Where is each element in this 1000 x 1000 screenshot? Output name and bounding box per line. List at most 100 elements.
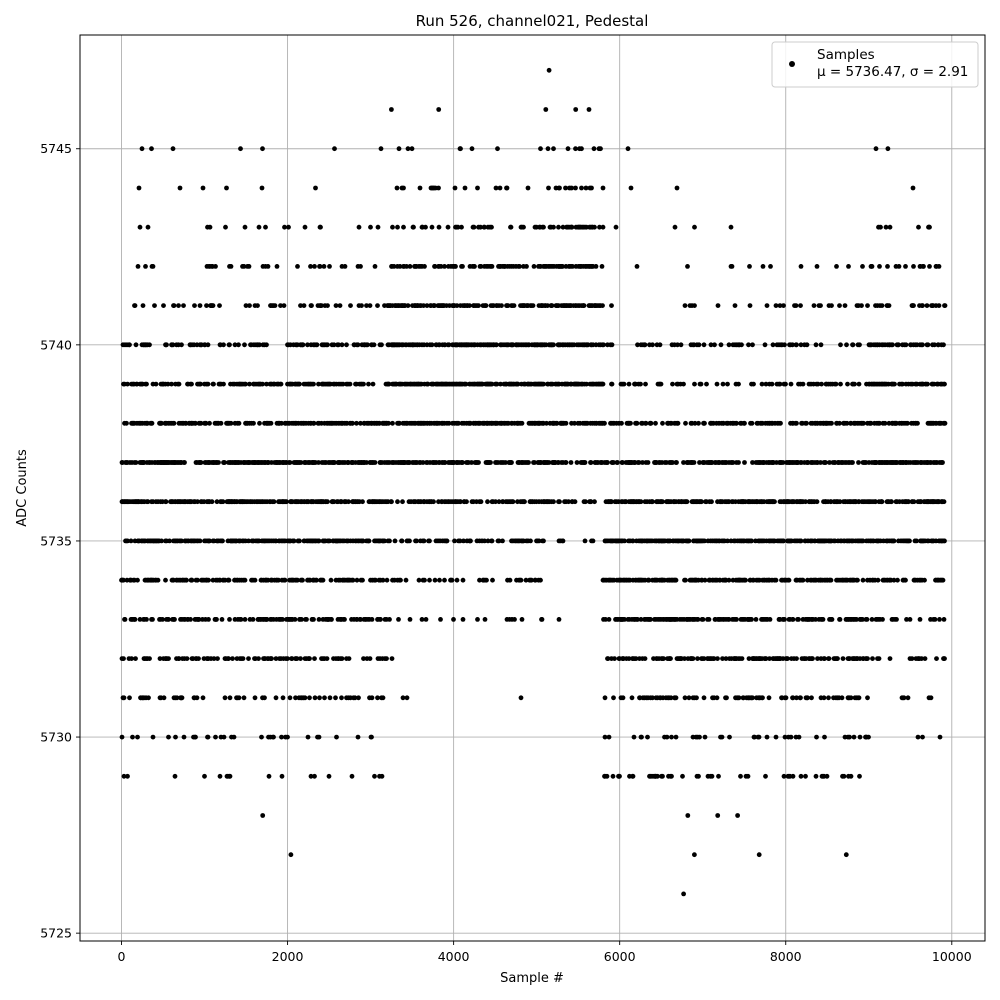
data-point — [310, 460, 315, 465]
data-point-outlier — [735, 813, 740, 818]
data-point — [568, 224, 574, 230]
data-point — [305, 342, 310, 348]
data-point — [786, 617, 792, 622]
data-point — [169, 381, 174, 387]
data-point — [450, 303, 456, 308]
data-point — [855, 420, 860, 426]
data-point — [654, 460, 659, 465]
data-point — [525, 303, 531, 308]
data-point — [307, 695, 312, 701]
data-point — [335, 617, 341, 622]
data-point — [672, 499, 677, 505]
data-point — [797, 695, 803, 701]
data-point — [608, 342, 613, 348]
data-point — [482, 617, 488, 622]
data-point — [494, 303, 500, 308]
data-point — [251, 538, 256, 544]
data-point — [920, 734, 925, 740]
data-point — [359, 538, 365, 544]
data-point — [266, 734, 271, 740]
data-point — [225, 420, 231, 426]
data-point — [717, 577, 723, 583]
data-point — [609, 381, 614, 387]
data-point — [861, 499, 866, 505]
data-point — [485, 538, 491, 544]
data-point — [369, 617, 375, 622]
data-point — [546, 499, 551, 505]
data-point — [218, 734, 224, 740]
data-point — [404, 695, 410, 701]
data-point — [354, 617, 359, 622]
data-point — [313, 577, 319, 583]
data-point — [692, 303, 697, 308]
data-point — [239, 656, 244, 661]
data-point — [613, 224, 619, 230]
data-point — [746, 342, 751, 348]
data-point — [697, 499, 702, 505]
data-point — [188, 342, 193, 348]
data-point — [241, 538, 246, 544]
data-point — [200, 695, 206, 701]
data-point — [496, 264, 501, 269]
y-tick-label: 5725 — [40, 926, 72, 941]
data-point — [342, 420, 347, 426]
data-point — [803, 773, 808, 779]
data-point — [274, 264, 280, 269]
data-point — [149, 146, 154, 152]
data-point — [848, 420, 853, 426]
data-point — [753, 538, 758, 544]
data-point — [308, 264, 313, 269]
data-point — [298, 656, 303, 661]
data-point — [870, 577, 875, 583]
data-point — [680, 773, 685, 779]
data-point — [842, 303, 848, 308]
data-point — [271, 499, 277, 505]
data-point — [219, 499, 224, 505]
data-point — [518, 695, 524, 701]
data-point — [540, 538, 545, 544]
data-point-outlier — [573, 107, 579, 112]
data-point — [812, 460, 818, 465]
data-point — [358, 264, 363, 269]
data-point — [214, 499, 220, 505]
data-point — [697, 734, 702, 740]
data-point — [206, 617, 211, 622]
data-point — [588, 303, 593, 308]
data-point — [885, 303, 890, 308]
data-point — [475, 381, 481, 387]
data-point — [732, 538, 738, 544]
data-point — [355, 342, 361, 348]
data-point — [436, 499, 441, 505]
data-point — [743, 773, 749, 779]
data-point — [532, 420, 538, 426]
data-point — [767, 617, 773, 622]
data-point — [838, 538, 843, 544]
data-point — [495, 146, 500, 152]
data-point — [601, 577, 606, 583]
data-point — [277, 656, 282, 661]
data-point — [285, 734, 290, 740]
data-point — [682, 695, 688, 701]
data-point — [138, 695, 144, 701]
data-point — [395, 499, 400, 505]
data-point — [702, 538, 707, 544]
data-point — [399, 538, 405, 544]
data-point — [478, 499, 484, 505]
data-point — [705, 617, 710, 622]
data-point — [158, 420, 164, 426]
data-point-outlier — [692, 852, 697, 858]
data-point — [164, 656, 170, 661]
data-point — [188, 420, 194, 426]
data-point — [340, 538, 345, 544]
data-point — [803, 420, 808, 426]
data-point — [826, 695, 831, 701]
data-point — [211, 656, 217, 661]
data-point — [403, 577, 409, 583]
data-point — [346, 577, 351, 583]
x-tick-label: 0 — [118, 949, 126, 964]
data-point — [728, 224, 734, 230]
data-point — [768, 499, 774, 505]
data-point — [554, 303, 559, 308]
data-point — [442, 342, 447, 348]
data-point — [313, 185, 318, 191]
